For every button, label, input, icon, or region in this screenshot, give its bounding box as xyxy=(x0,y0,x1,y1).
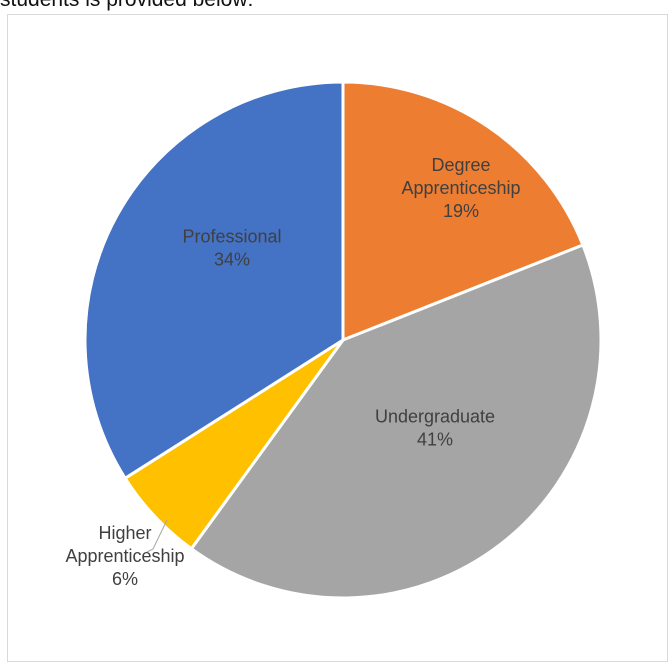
slice-name-label: Professional xyxy=(182,227,281,247)
slice-label: Higher Apprenticeship 6% xyxy=(65,523,184,589)
slice-labels: Degree Apprenticeship 19% Undergraduate 41% H… xyxy=(65,155,520,589)
pie-slices xyxy=(83,80,603,600)
document-caption-fragment: students is provided below: xyxy=(0,0,253,12)
pie-slice xyxy=(341,80,585,342)
slice-label: Professional 34% xyxy=(182,227,281,270)
slice-name-label: Undergraduate xyxy=(375,407,495,427)
leader-line xyxy=(146,519,168,553)
slice-percent-label: 34% xyxy=(214,250,250,270)
pie-slice xyxy=(189,243,603,600)
slice-label: Degree Apprenticeship 19% xyxy=(401,155,520,221)
slice-label: Undergraduate 41% xyxy=(375,407,495,450)
slice-percent-label: 41% xyxy=(417,430,453,450)
pie-slice xyxy=(83,80,345,480)
slice-name-label: Degree xyxy=(431,155,490,175)
slice-percent-label: 6% xyxy=(112,569,138,589)
slice-name-label: Higher xyxy=(98,523,151,543)
leader-lines xyxy=(146,519,168,553)
slice-percent-label: 19% xyxy=(443,201,479,221)
slice-name-label: Apprenticeship xyxy=(65,546,184,566)
slice-name-label: Apprenticeship xyxy=(401,178,520,198)
